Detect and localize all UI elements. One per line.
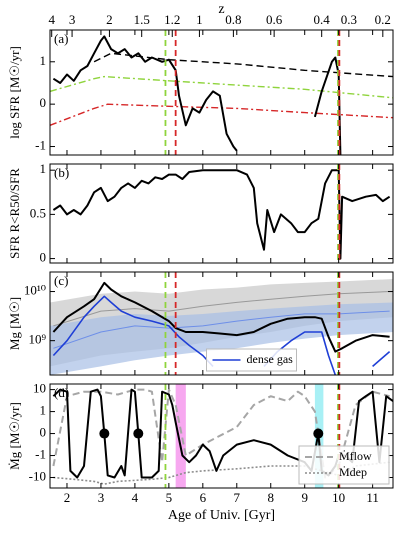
plot-area xyxy=(50,272,393,375)
panel-label: (d) xyxy=(54,385,69,400)
series-line xyxy=(52,35,342,155)
series-line xyxy=(93,52,393,78)
axes-frame xyxy=(49,383,394,489)
y-axis-label: Mg [M☉] xyxy=(7,297,22,350)
legend-box xyxy=(206,348,297,372)
y-tick-label: 10⁹ xyxy=(28,332,46,347)
y-axis-label: Ṁg [M☉/yr] xyxy=(7,402,22,470)
z-tick-label: 3 xyxy=(69,12,76,27)
y-tick-label: 0 xyxy=(40,95,47,110)
marker-point xyxy=(313,428,324,439)
x-tick-label: 8 xyxy=(267,490,274,505)
y-tick-label: 0.5 xyxy=(30,205,46,220)
y-axis-label: log SFR [M☉/yr] xyxy=(7,46,22,139)
shaded-span xyxy=(175,384,186,488)
y-tick-label: 1 xyxy=(40,161,47,176)
marker-point xyxy=(133,428,144,439)
y-tick-label: 0 xyxy=(40,425,47,440)
axes-frame xyxy=(49,29,394,156)
legend-box xyxy=(298,445,390,485)
panel-label: (a) xyxy=(54,31,68,46)
legend-label: dense gas xyxy=(247,352,294,366)
y-tick-label: 0 xyxy=(40,250,47,265)
z-tick-label: 0.2 xyxy=(375,12,391,27)
panel-label: (c) xyxy=(54,273,68,288)
x-tick-label: 9 xyxy=(301,490,308,505)
axes-frame xyxy=(49,163,394,264)
z-tick-label: 1 xyxy=(196,12,203,27)
x-tick-label: 2 xyxy=(64,490,71,505)
z-tick-label: 0.4 xyxy=(314,12,331,27)
legend-label: Ṁdep xyxy=(339,465,367,479)
panel-label: (b) xyxy=(54,165,69,180)
z-tick-label: 1.2 xyxy=(164,12,180,27)
marker-point xyxy=(99,428,110,439)
y-tick-label: 1 xyxy=(40,53,47,68)
x-axis-label: Age of Univ. [Gyr] xyxy=(168,508,275,523)
z-tick-label: 0.3 xyxy=(341,12,357,27)
z-tick-label: 0.6 xyxy=(266,12,283,27)
x-tick-label: 10 xyxy=(332,490,345,505)
plot-area xyxy=(50,30,393,155)
y-axis-label: SFR R<R50/SFR xyxy=(7,168,22,259)
z-tick-label: 2 xyxy=(106,12,113,27)
x-tick-label: 6 xyxy=(200,490,207,505)
series-line xyxy=(53,310,390,349)
series-line xyxy=(50,103,393,126)
series-line xyxy=(53,291,390,327)
z-tick-label: 1.5 xyxy=(134,12,150,27)
y-tick-label: 10 xyxy=(33,381,46,396)
plot-area xyxy=(52,164,391,263)
x-tick-label: 4 xyxy=(132,490,139,505)
axes-frame xyxy=(49,271,394,376)
x-tick-label: 11 xyxy=(366,490,379,505)
y-tick-label: -10 xyxy=(29,468,46,483)
z-tick-label: 4 xyxy=(48,12,55,27)
x-tick-label: 3 xyxy=(98,490,105,505)
x-tick-label: 7 xyxy=(234,490,241,505)
y-tick-label: 10¹⁰ xyxy=(24,283,46,298)
series-line xyxy=(52,169,391,260)
x-tick-label: 5 xyxy=(166,490,173,505)
y-tick-label: -1 xyxy=(35,138,46,153)
range-band xyxy=(50,302,393,375)
legend-label: Ṁflow xyxy=(339,449,372,463)
z-axis-label: z xyxy=(218,2,224,17)
z-tick-label: 0.8 xyxy=(225,12,241,27)
y-tick-label: 1 xyxy=(40,403,47,418)
series-line xyxy=(50,75,393,99)
series-line xyxy=(52,281,390,353)
y-tick-label: -1 xyxy=(35,447,46,462)
